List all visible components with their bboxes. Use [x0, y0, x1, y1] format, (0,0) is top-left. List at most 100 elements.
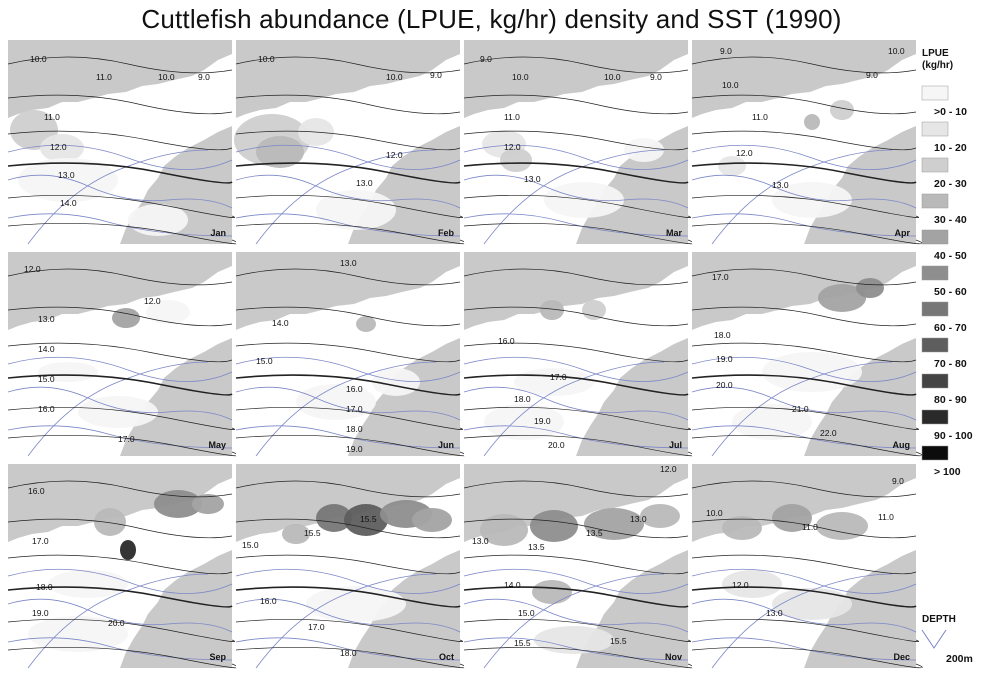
- sst-isotherm: [235, 162, 461, 184]
- depth-contour: [691, 174, 917, 209]
- depth-contour: [27, 361, 209, 457]
- legend-class-label: 10 - 20: [934, 142, 967, 154]
- sst-contour-label: 18.0: [714, 330, 731, 340]
- legend-class-label: 50 - 60: [934, 286, 967, 298]
- sst-isotherm: [691, 268, 917, 286]
- sst-contour-label: 20.0: [716, 380, 733, 390]
- sst-isotherm: [691, 646, 923, 669]
- depth-contour: [235, 386, 461, 421]
- map-panel-oct: 15.0 15.5 15.5 16.0 17.0 18.0 Oct: [235, 464, 467, 669]
- land-right: [120, 550, 232, 668]
- sst-isotherm: [7, 480, 233, 498]
- density-patch: [534, 626, 614, 654]
- sst-contour-label: 12.0: [660, 464, 677, 474]
- month-label: Mar: [666, 228, 683, 238]
- sst-isotherm: [7, 194, 235, 218]
- depth-contour: [691, 568, 917, 594]
- sst-contour-label: 10.0: [386, 72, 403, 82]
- land-upper: [464, 252, 688, 330]
- depth-contour: [235, 425, 461, 449]
- sst-isotherm: [463, 56, 689, 74]
- depth-contour: [463, 144, 689, 170]
- month-label: Jun: [438, 440, 454, 450]
- sst-contour-label: 9.0: [198, 72, 210, 82]
- density-patch: [544, 182, 624, 218]
- sst-isotherm: [7, 306, 233, 327]
- depth-contour: [235, 637, 461, 661]
- depth-legend-line: [921, 629, 947, 649]
- sst-isotherm: [463, 554, 689, 575]
- month-label: Sep: [209, 652, 226, 662]
- legend-class-label: 30 - 40: [934, 214, 967, 226]
- density-patch: [128, 204, 188, 236]
- depth-contour: [691, 637, 917, 661]
- sst-contour-label: 20.0: [108, 618, 125, 628]
- sst-isotherm: [7, 618, 235, 642]
- density-patch: [296, 384, 376, 420]
- month-label: Nov: [665, 652, 682, 662]
- density-patch: [584, 508, 644, 540]
- sst-contour-label: 14.0: [504, 580, 521, 590]
- sst-contour-label: 17.0: [32, 536, 49, 546]
- sst-isotherm: [463, 268, 689, 286]
- sst-isotherm: [463, 480, 689, 498]
- depth-contour: [7, 386, 233, 421]
- sst-contour-label: 19.0: [346, 444, 363, 454]
- depth-contour: [7, 213, 233, 237]
- sst-contour-label: 13.0: [772, 180, 789, 190]
- sst-contour-label: 13.0: [340, 258, 357, 268]
- sst-contour-label: 10.0: [158, 72, 175, 82]
- sst-contour-label: 13.0: [356, 178, 373, 188]
- legend-swatch: [921, 409, 949, 425]
- land-right: [804, 338, 916, 456]
- legend-swatch: [921, 193, 949, 209]
- sst-contour-label: 9.0: [430, 70, 442, 80]
- depth-contour: [483, 149, 665, 245]
- sst-contour-label: 9.0: [650, 72, 662, 82]
- land-upper: [692, 252, 916, 330]
- depth-contour: [463, 174, 689, 209]
- density-patch: [316, 504, 352, 532]
- density-patch: [192, 494, 224, 514]
- sst-isotherm: [691, 518, 917, 539]
- land-right: [804, 550, 916, 668]
- sst-isotherm: [463, 518, 689, 539]
- sst-contour-label: 13.5: [528, 542, 545, 552]
- sst-isotherm: [7, 162, 233, 184]
- density-patch: [640, 504, 680, 528]
- sst-contour-label: 19.0: [716, 354, 733, 364]
- depth-contour: [235, 213, 461, 237]
- sst-isotherm: [691, 480, 917, 498]
- land-right: [120, 338, 232, 456]
- density-patch: [316, 190, 396, 230]
- density-patch: [772, 504, 812, 532]
- depth-contour: [7, 356, 233, 382]
- sst-contour-label: 16.0: [260, 596, 277, 606]
- map-panel-dec: 9.0 10.0 11.0 11.0 12.0 13.0 Dec: [691, 464, 923, 669]
- sst-isotherm: [235, 374, 461, 396]
- density-patch: [40, 134, 84, 162]
- sst-isotherm: [235, 518, 461, 539]
- density-patch: [582, 300, 606, 320]
- density-patch: [804, 114, 820, 130]
- legend-class-label: 40 - 50: [934, 250, 967, 262]
- legend-class-label: 90 - 100: [934, 430, 973, 442]
- depth-contour: [235, 144, 461, 170]
- sst-contour-label: 22.0: [820, 428, 837, 438]
- sst-contour-label: 15.5: [360, 514, 377, 524]
- legend-title-unit: (kg/hr): [922, 60, 953, 71]
- map-panel-aug: 17.0 18.0 19.0 20.0 21.0 22.0 Aug: [691, 252, 923, 457]
- sst-contour-label: 16.0: [346, 384, 363, 394]
- sst-isotherm: [691, 222, 923, 245]
- sst-isotherm: [691, 162, 917, 184]
- legend-class-label: >0 - 10: [934, 106, 967, 118]
- density-patch: [78, 396, 158, 428]
- month-label: Jul: [669, 440, 682, 450]
- sst-isotherm: [7, 94, 233, 115]
- sst-contour-label: 11.0: [44, 112, 60, 122]
- sst-contour-label: 17.0: [308, 622, 325, 632]
- sst-contour-label: 15.0: [242, 540, 259, 550]
- sst-contour-label: 11.0: [878, 512, 894, 522]
- land-upper: [236, 252, 460, 330]
- sst-isotherm: [235, 306, 461, 327]
